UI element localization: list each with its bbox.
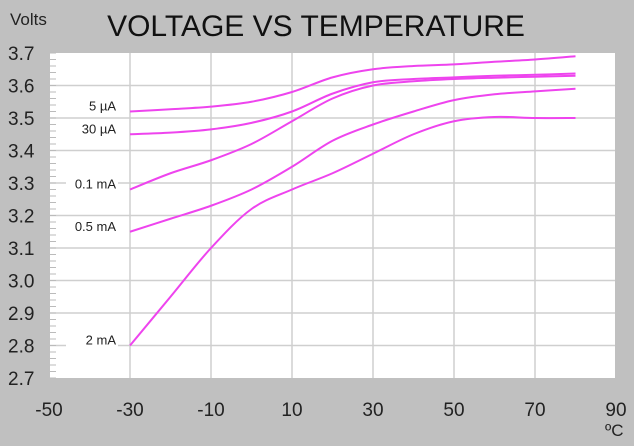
- x-tick-label: 70: [524, 400, 545, 421]
- series-label-bg: [66, 332, 118, 349]
- y-tick-label: 3.0: [8, 272, 34, 293]
- x-tick-label: 90: [605, 400, 626, 421]
- x-tick-label: 10: [281, 400, 302, 421]
- y-tick-label: 2.8: [8, 337, 34, 358]
- y-axis-label: Volts: [10, 10, 47, 29]
- x-tick-label: 30: [362, 400, 383, 421]
- series-label: 5 µA: [89, 99, 116, 114]
- y-tick-label: 3.1: [8, 239, 34, 260]
- y-tick-label: 3.4: [8, 142, 35, 163]
- y-tick-label: 3.7: [8, 44, 34, 65]
- series-label-bg: [66, 121, 118, 138]
- y-tick-label: 2.9: [8, 304, 34, 325]
- series-label: 2 mA: [86, 333, 117, 348]
- y-tick-label: 3.6: [8, 77, 34, 98]
- series-label: 0.5 mA: [75, 219, 117, 234]
- series-label-bg: [66, 176, 118, 193]
- x-tick-label: -30: [116, 400, 143, 421]
- series-line-1: [129, 72, 576, 136]
- series-label: 30 µA: [82, 121, 117, 136]
- y-tick-label: 3.3: [8, 174, 34, 195]
- y-tick-label: 3.2: [8, 207, 34, 228]
- x-tick-label: -10: [197, 400, 224, 421]
- series-line-3: [129, 87, 576, 233]
- y-tick-label: 2.7: [8, 369, 34, 390]
- x-axis-label: ºC: [605, 421, 624, 440]
- x-tick-label: -50: [35, 400, 62, 421]
- x-tick-label: 50: [443, 400, 464, 421]
- series-line-2: [129, 74, 576, 191]
- series-line-0: [129, 55, 576, 113]
- series-label-bg: [66, 98, 118, 115]
- y-tick-label: 3.5: [8, 109, 34, 130]
- series-label: 0.1 mA: [75, 177, 117, 192]
- series-line-4: [129, 115, 576, 347]
- series-label-bg: [66, 218, 118, 235]
- chart-title: VOLTAGE VS TEMPERATURE: [107, 10, 525, 43]
